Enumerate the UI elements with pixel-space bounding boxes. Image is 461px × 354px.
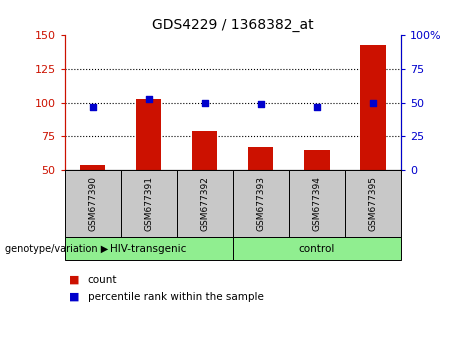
Bar: [192, 131, 218, 170]
Text: GSM677395: GSM677395: [368, 176, 378, 231]
Text: count: count: [88, 275, 117, 285]
Point: [89, 104, 96, 109]
Text: GSM677393: GSM677393: [256, 176, 266, 231]
Bar: [304, 150, 330, 170]
Text: ■: ■: [69, 275, 80, 285]
Bar: [136, 99, 161, 170]
Point: [201, 100, 208, 105]
Text: GSM677394: GSM677394: [313, 176, 321, 231]
Text: GSM677391: GSM677391: [144, 176, 153, 231]
Point: [257, 101, 265, 107]
Text: ■: ■: [69, 292, 80, 302]
Text: HIV-transgenic: HIV-transgenic: [111, 244, 187, 254]
Text: GSM677392: GSM677392: [200, 176, 209, 231]
Title: GDS4229 / 1368382_at: GDS4229 / 1368382_at: [152, 18, 313, 32]
Bar: [361, 45, 386, 170]
Bar: [80, 165, 105, 170]
Text: genotype/variation ▶: genotype/variation ▶: [5, 244, 108, 254]
Text: control: control: [299, 244, 335, 254]
Text: GSM677390: GSM677390: [88, 176, 97, 231]
Point: [369, 100, 377, 105]
Point: [145, 96, 152, 102]
Bar: [248, 147, 273, 170]
Point: [313, 104, 321, 109]
Text: percentile rank within the sample: percentile rank within the sample: [88, 292, 264, 302]
